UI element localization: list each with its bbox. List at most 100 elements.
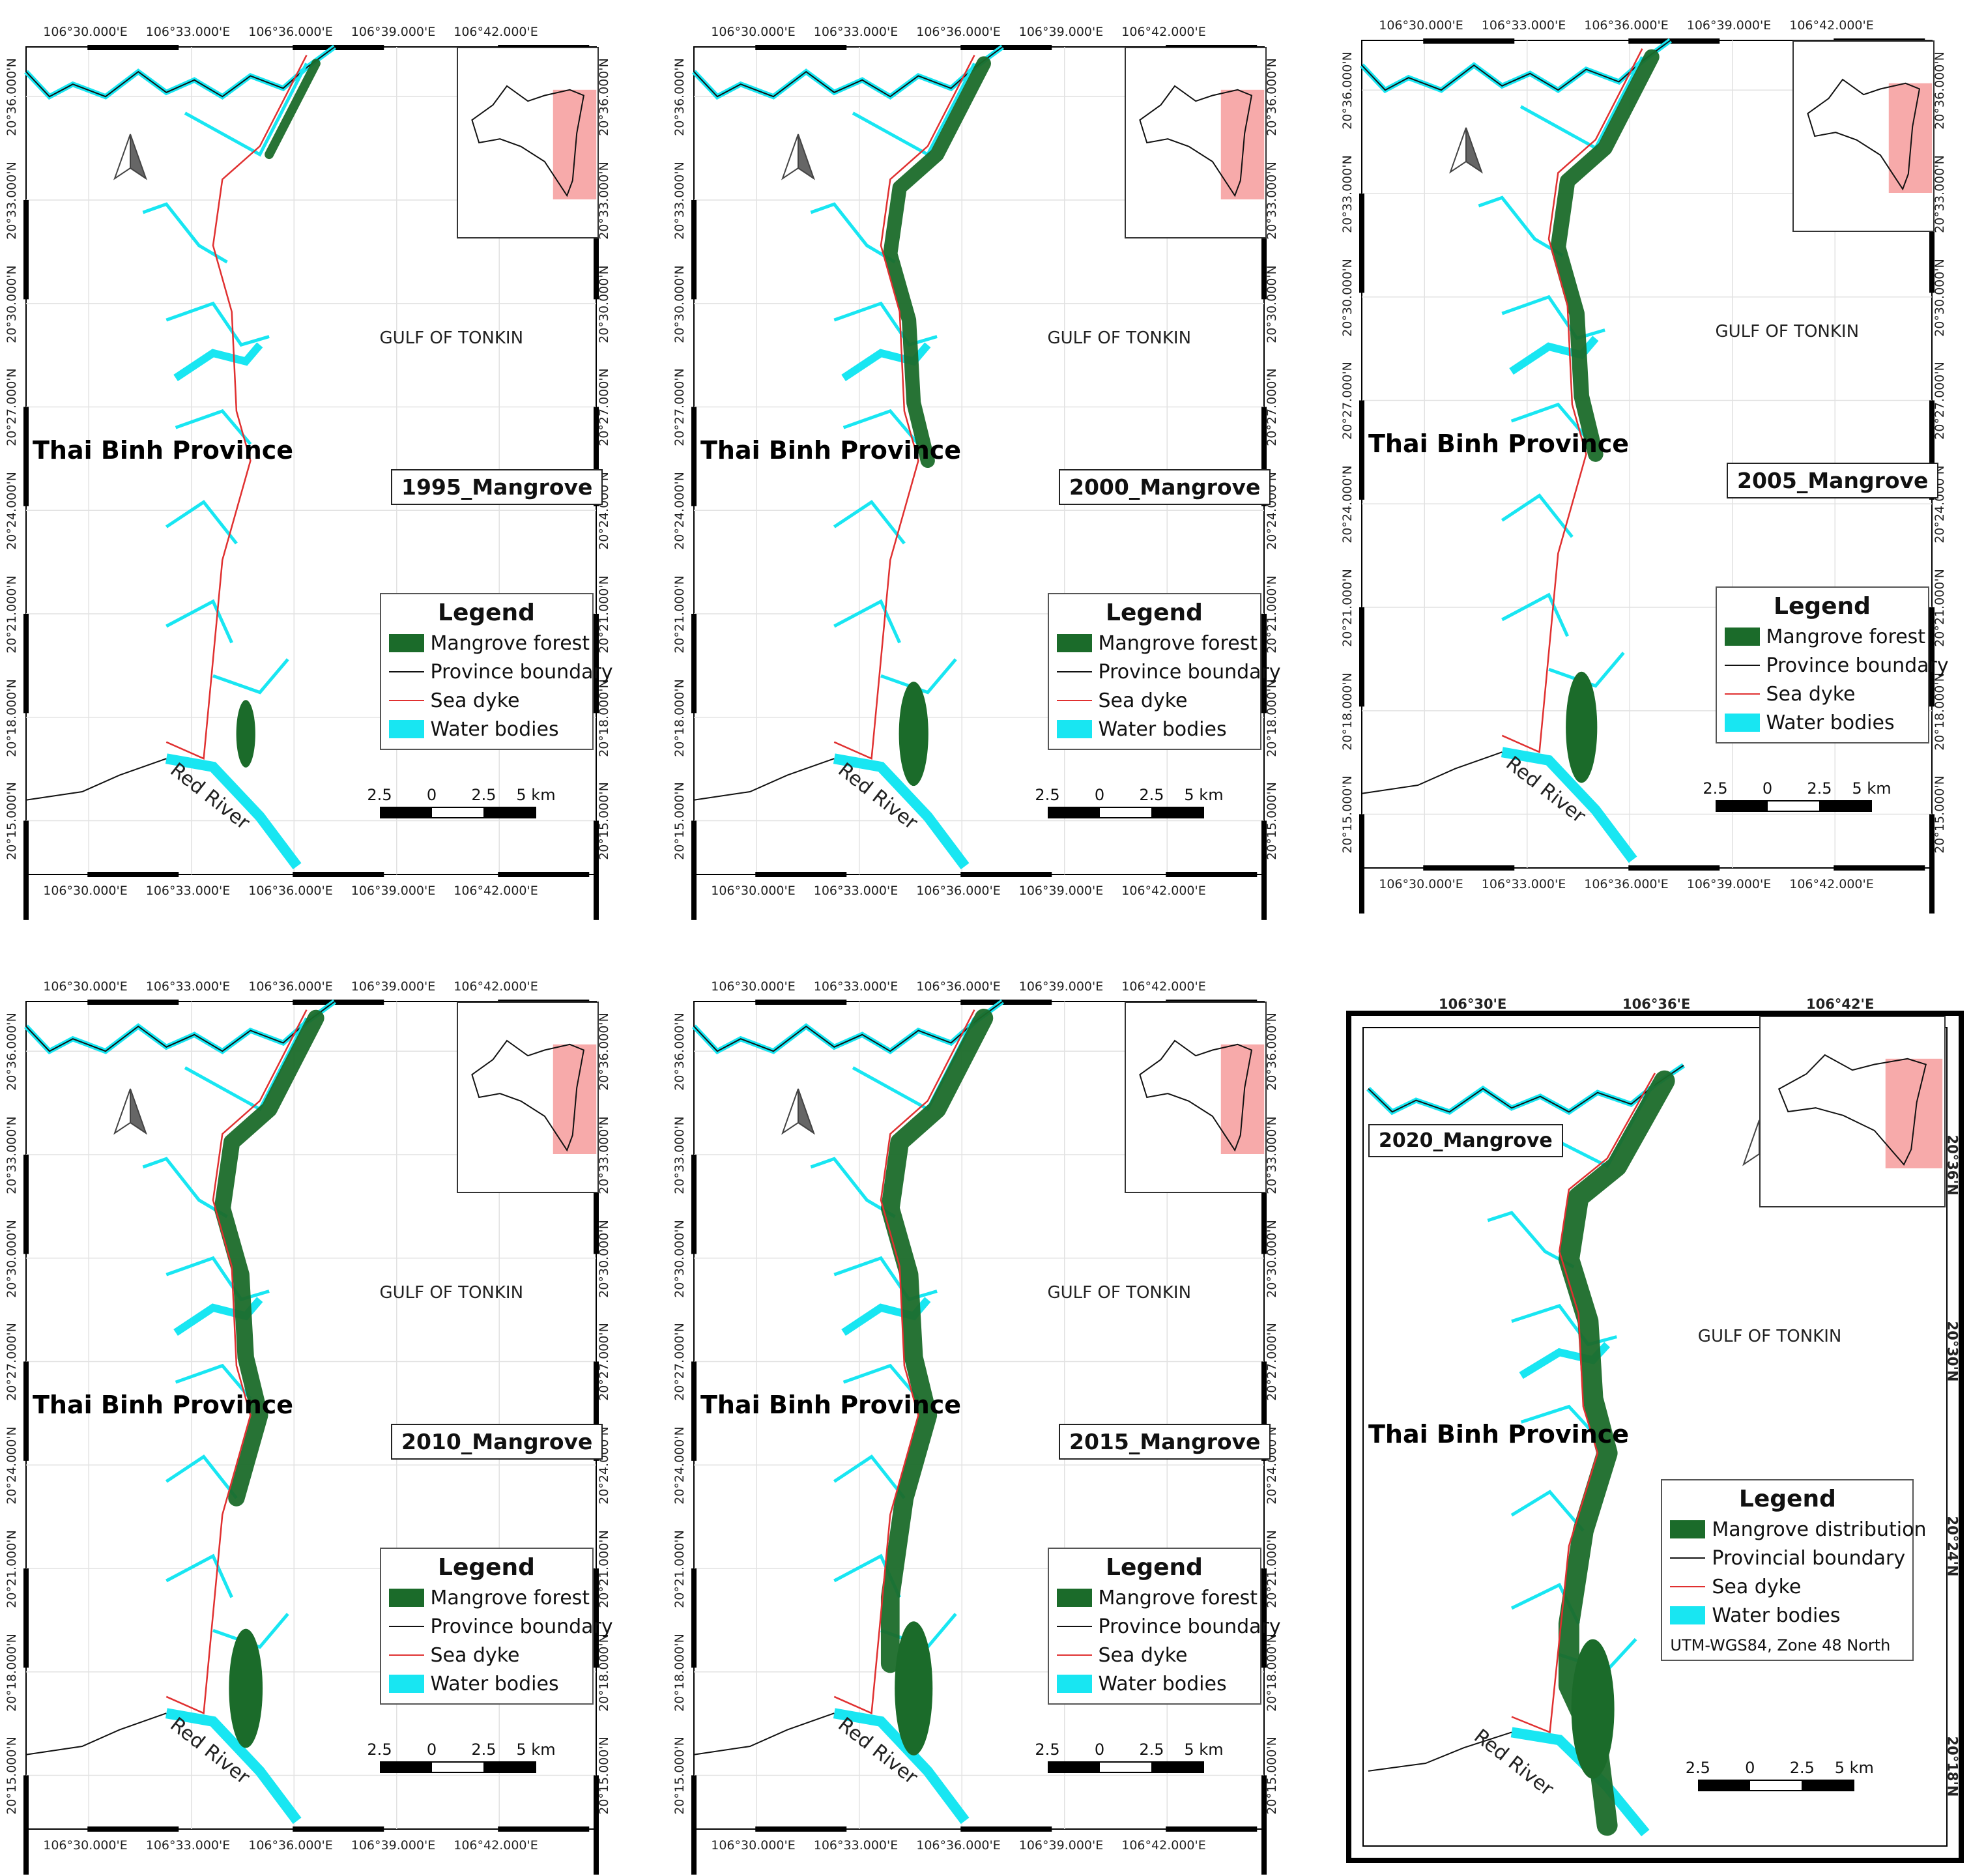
border-tick	[594, 1361, 599, 1461]
mangrove-forest-south	[1571, 1639, 1615, 1779]
legend-item: Province boundary	[1724, 651, 1949, 680]
water-channel	[165, 301, 270, 347]
legend-item: Province boundary	[1056, 1612, 1281, 1641]
water-channel	[1510, 1490, 1585, 1532]
border-tick	[1929, 607, 1935, 707]
inset-highlight	[1888, 83, 1932, 193]
scale-segment	[483, 807, 535, 817]
legend-box: Legend Mangrove forest Province boundary Se…	[379, 593, 613, 751]
x-tick-label-top: 106°33.000'E	[145, 979, 231, 994]
boundary-swatch	[1056, 671, 1092, 673]
x-tick-label-top: 106°42.000'E	[453, 979, 538, 994]
border-tick	[293, 872, 384, 877]
water-channel	[1478, 195, 1564, 257]
x-tick-label-top: 106°42.000'E	[1789, 18, 1874, 33]
boundary-swatch	[1056, 1626, 1092, 1628]
border-tick	[1359, 193, 1364, 293]
map-inner-frame	[1362, 1027, 1948, 1847]
y-tick-label-right: 20°18.000'N	[1264, 678, 1279, 757]
province-label: Thai Binh Province	[1368, 1420, 1630, 1449]
legend-title: Legend	[1106, 599, 1203, 627]
map-panel-2005: 106°30.000'E 106°30.000'E 106°33.000'E 106°…	[1340, 13, 1964, 914]
legend-item-label: Water bodies	[1098, 717, 1227, 741]
mangrove-forest-south	[899, 682, 928, 786]
y-tick-label-right: 20°27.000'N	[1264, 1323, 1279, 1402]
mangrove-forest-south	[1566, 671, 1598, 783]
x-tick-label-bottom: 106°42.000'E	[1121, 1838, 1206, 1853]
x-tick-label-top: 106°39.000'E	[1686, 18, 1772, 33]
inset-locator-map	[456, 47, 599, 238]
x-tick-label-top: 106°30.000'E	[711, 979, 796, 994]
legend-item: Water bodies	[388, 1669, 584, 1698]
border-tick	[1628, 865, 1720, 871]
scale-segment	[1716, 801, 1768, 811]
y-tick-label-right: 20°27.000'N	[1932, 362, 1947, 440]
water-channel	[880, 658, 957, 695]
legend-item: Water bodies	[1056, 1669, 1252, 1698]
legend-item-label: Water bodies	[1766, 711, 1895, 734]
scale-label: 2.5	[1685, 1759, 1710, 1777]
legend-item: Mangrove distribution	[1670, 1515, 1926, 1544]
x-tick-label-bottom: 106°30.000'E	[711, 1838, 796, 1853]
inset-locator-map	[1792, 40, 1935, 232]
water-channel	[833, 1256, 938, 1302]
x-tick-label-top: 106°33.000'E	[813, 25, 899, 39]
gulf-label: GULF OF TONKIN	[1047, 1282, 1192, 1303]
north-boundary-line	[25, 1001, 336, 1052]
y-tick-label-left: 20°36.000'N	[4, 58, 19, 136]
y-tick-label-right: 20°30.000'N	[596, 1219, 611, 1298]
scale-segment	[1048, 807, 1101, 817]
border-tick	[87, 1000, 179, 1005]
water-swatch	[388, 720, 424, 739]
border-tick	[1423, 865, 1515, 871]
y-tick-label-right: 20°33.000'N	[1932, 155, 1947, 233]
x-tick-label-top: 106°36.000'E	[248, 25, 333, 39]
legend-item-label: Province boundary	[1766, 654, 1949, 677]
border-tick	[23, 1154, 29, 1254]
dyke-swatch	[1724, 693, 1760, 695]
water-channel	[833, 599, 901, 644]
map-panel-2015: 106°30.000'E 106°30.000'E 106°33.000'E 106°…	[672, 974, 1297, 1875]
border-tick	[1359, 400, 1364, 500]
inset-svg	[1777, 1054, 1942, 1168]
scale-segment	[1048, 1762, 1101, 1772]
province-outline	[1777, 1054, 1927, 1166]
y-tick-label-right: 20°33.000'N	[596, 1116, 611, 1194]
y-tick-label-left: 20°18.000'N	[672, 678, 687, 757]
x-tick-label-top: 106°36.000'E	[248, 979, 333, 994]
border-tick	[1359, 607, 1364, 707]
x-tick-label-top: 106°42.000'E	[1121, 979, 1206, 994]
x-tick-label-top: 106°36.000'E	[916, 979, 1001, 994]
legend-title: Legend	[1774, 593, 1871, 620]
border-tick	[960, 1000, 1052, 1005]
y-tick-label-right: 20°18'N	[1944, 1736, 1961, 1797]
x-tick-label-bottom: 106°30.000'E	[1379, 877, 1463, 891]
y-tick-label-left: 20°24.000'N	[4, 472, 19, 550]
sea-dyke	[833, 1009, 975, 1715]
dyke-swatch	[388, 1654, 424, 1656]
y-tick-label-right: 20°18.000'N	[596, 678, 611, 757]
y-tick-label-right: 20°27.000'N	[1264, 368, 1279, 447]
y-tick-label-right: 20°36.000'N	[1264, 58, 1279, 136]
legend-item: Sea dyke	[1056, 1641, 1252, 1669]
border-tick	[691, 407, 697, 506]
dyke-swatch	[388, 700, 424, 702]
legend-item-label: Sea dyke	[430, 689, 520, 712]
legend-box: Legend Mangrove forest Province boundary Se…	[1047, 1548, 1281, 1705]
province-outline	[1138, 1039, 1252, 1152]
mangrove-forest	[880, 1009, 994, 1673]
scale-label: 5 km	[1834, 1759, 1874, 1777]
y-tick-label-right: 20°36.000'N	[1932, 51, 1947, 130]
x-tick-label-bottom: 106°30.000'E	[43, 1838, 128, 1853]
scale-bar-graphic	[379, 1761, 536, 1773]
border-tick	[1166, 1826, 1258, 1832]
map-panel-1995: 106°30.000'E 106°30.000'E 106°33.000'E 106°…	[5, 20, 629, 920]
mangrove-swatch	[1670, 1520, 1706, 1538]
y-tick-label-left: 20°33.000'N	[672, 1116, 687, 1194]
scale-labels: 2.5 0 2.5 5 km	[1035, 1740, 1223, 1761]
water-channel	[833, 500, 906, 545]
legend-item: Water bodies	[388, 715, 584, 743]
inset-highlight	[553, 89, 596, 199]
province-outline	[470, 1039, 584, 1152]
y-tick-label-left: 20°21.000'N	[4, 575, 19, 654]
